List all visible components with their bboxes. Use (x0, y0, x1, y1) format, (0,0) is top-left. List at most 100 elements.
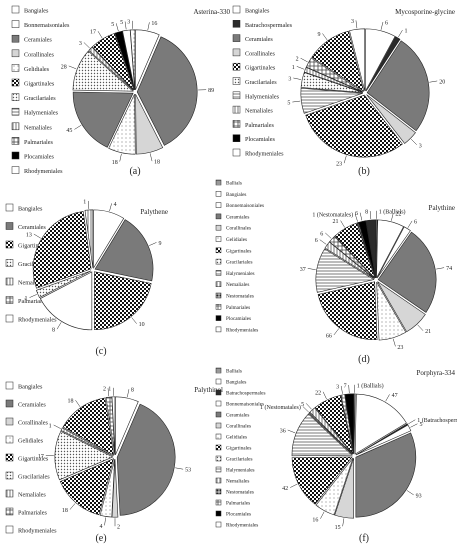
legend-label: Palmariales (24, 139, 53, 146)
data-label: 53 (185, 468, 191, 474)
legend-label: Rhodymeniales (18, 317, 57, 324)
data-label: 4 (100, 524, 103, 530)
pie-slice (344, 393, 355, 454)
pie-slice (365, 219, 377, 278)
legend-swatch (215, 315, 222, 321)
legend-label: Palmariales (226, 305, 250, 311)
leader-line (398, 29, 403, 38)
pie-slice (311, 30, 365, 92)
pie-slice (366, 94, 416, 144)
pie-slice (366, 40, 430, 132)
data-label: 1 (Ballials) (379, 208, 406, 215)
legend-swatch (5, 203, 14, 212)
legend-label: Corallinales (226, 424, 251, 430)
leader-line (319, 239, 327, 245)
data-label: 89 (208, 88, 214, 94)
legend-swatch (5, 259, 14, 267)
legend-swatch (232, 48, 241, 57)
legend-swatch (215, 510, 222, 517)
pie-slice (32, 211, 92, 289)
leader-line (109, 203, 112, 212)
legend-swatch (215, 258, 222, 265)
data-label: 6 (315, 238, 318, 244)
data-label: 16 (151, 21, 157, 27)
chart-title: Porphyra-334 (417, 369, 456, 377)
data-label: 42 (282, 486, 288, 492)
legend-label: Rhodymeniales (226, 523, 258, 529)
pie-slice (305, 57, 364, 93)
pie-slice (88, 46, 134, 91)
legend-label: Palmariales (245, 122, 274, 129)
leader-line (359, 212, 363, 221)
leader-line (436, 267, 445, 270)
legend-label: Bangiales (18, 384, 43, 391)
legend-label: Rhodymeniales (226, 327, 258, 333)
pie-slice (84, 209, 94, 268)
legend-swatch (232, 148, 241, 157)
data-label: 23 (336, 162, 342, 168)
legend-label: Ceramiales (18, 402, 46, 409)
legend-swatch (5, 417, 14, 426)
leader-line (322, 391, 327, 400)
chart-title: Palythine (429, 204, 455, 212)
data-label: 3 (336, 384, 339, 390)
legend-swatch (215, 389, 222, 396)
panel-caption: (f) (359, 533, 369, 544)
data-label: 18 (67, 399, 73, 405)
legend-swatch (5, 507, 14, 516)
pie-slice (329, 235, 375, 279)
chart-title: Palythinol (194, 386, 223, 394)
legend-swatch (215, 488, 222, 495)
panel-3: Palythene Bangiales Ceramiales Gigartinales… (5, 199, 168, 357)
legend-label: Gracilariales (245, 79, 277, 86)
data-label: 6 (355, 211, 358, 217)
legend-swatch (232, 62, 241, 71)
data-label: 3 (127, 19, 130, 25)
legend-label: Palmariales (226, 501, 250, 507)
data-label: 3 (419, 143, 422, 149)
legend-label: Bonnemaisoniales (226, 402, 264, 408)
data-label: 2 (103, 387, 106, 393)
data-label: 6 (385, 21, 388, 27)
leader-line (417, 324, 424, 331)
data-label: 1 (292, 65, 295, 71)
data-label: 8 (52, 328, 55, 334)
legend-swatch (215, 378, 222, 385)
pie-slice (377, 281, 426, 333)
legend-swatch (11, 137, 20, 145)
data-label: 5 (120, 20, 123, 26)
leader-line (340, 385, 343, 394)
legend-swatch (215, 411, 222, 418)
panel-caption: (e) (95, 533, 106, 544)
data-label: 13 (26, 233, 32, 239)
data-label: 15 (335, 525, 341, 531)
leader-line (340, 220, 345, 228)
chart-title: Palythene (140, 208, 168, 216)
leader-line (322, 33, 328, 41)
legend-label: Ballials (226, 369, 242, 375)
leader-line (83, 42, 90, 49)
leader-line (385, 394, 390, 402)
legend-label: Gracilariales (226, 260, 253, 266)
legend-swatch (11, 5, 20, 14)
pie-slice (59, 458, 115, 516)
leader-line (343, 155, 347, 164)
pie-slice (291, 456, 353, 505)
panel-caption: (b) (358, 166, 370, 177)
legend-label: Batrachospermales (226, 391, 265, 397)
legend-swatch (11, 122, 20, 131)
legend-swatch (215, 213, 222, 220)
legend-label: Gigartinales (245, 65, 276, 72)
legend-swatch (215, 202, 222, 208)
leader-line (410, 423, 418, 428)
legend-swatch (5, 240, 14, 249)
data-label: 17 (38, 454, 44, 460)
pie-slice (39, 271, 93, 331)
data-label: 23 (397, 345, 403, 351)
legend-swatch (5, 471, 14, 480)
pie-slice (136, 36, 198, 146)
legend-label: Ceramiales (226, 214, 249, 220)
data-label: 1 (404, 29, 407, 35)
leader-line (149, 153, 153, 162)
legend-swatch (215, 499, 222, 506)
